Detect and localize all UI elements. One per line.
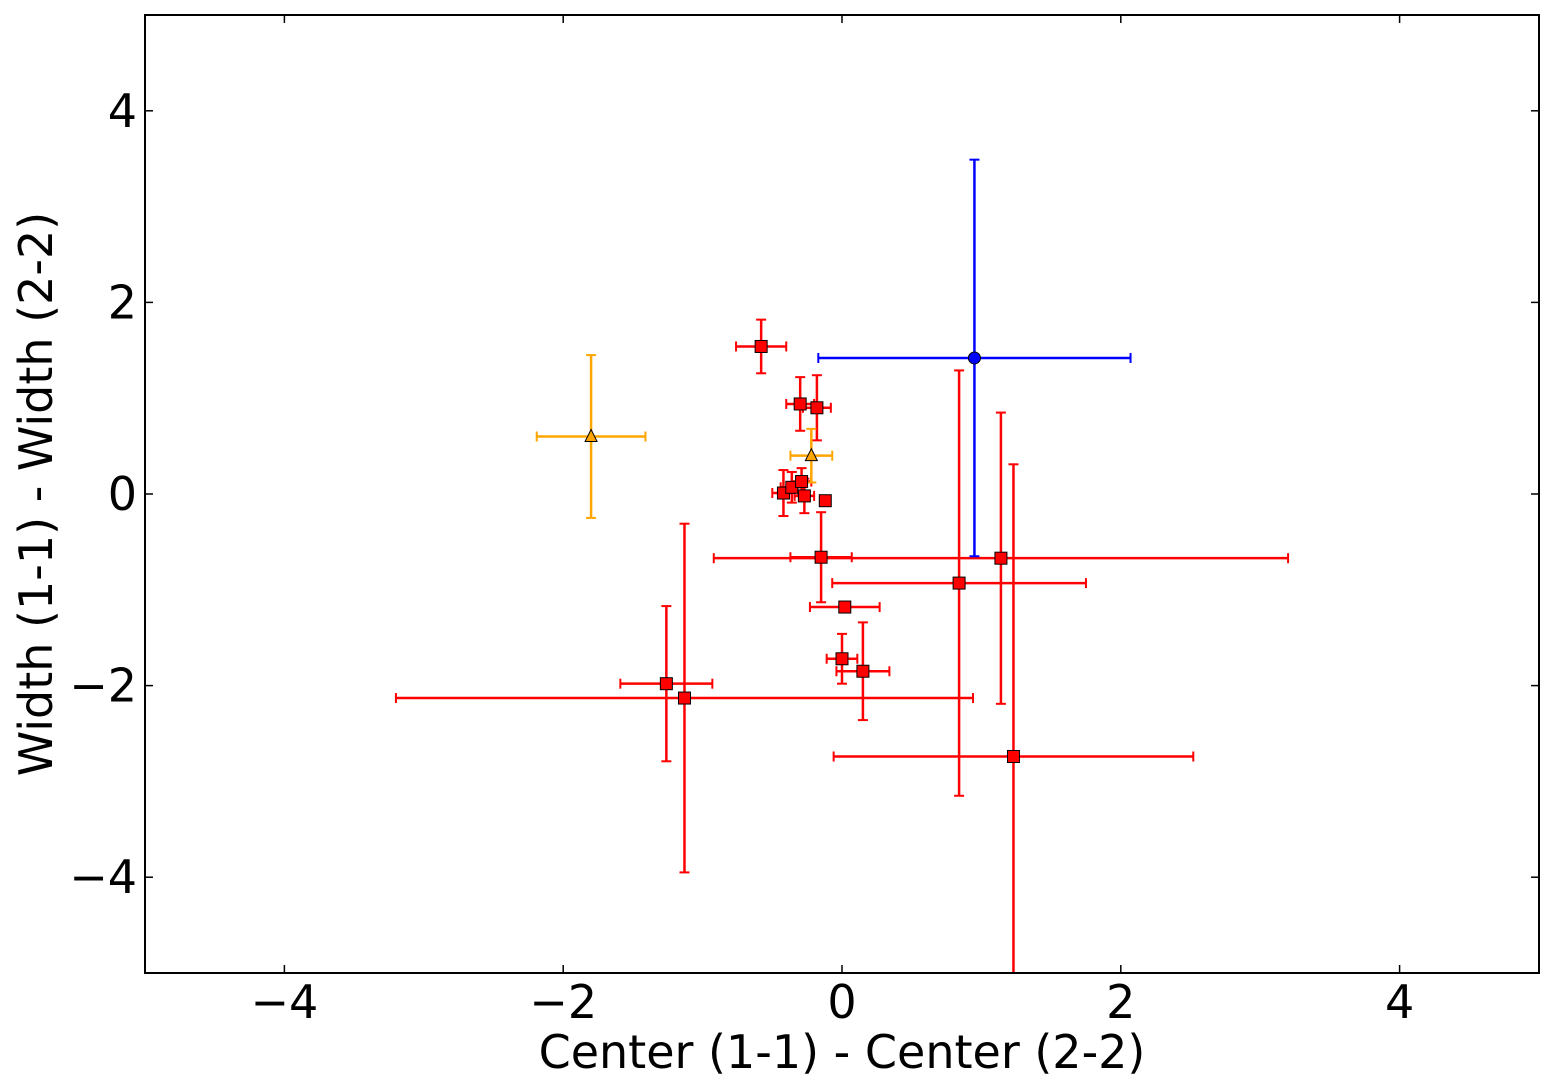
plot-frame: [144, 14, 1540, 974]
data-point-square: [1006, 749, 1020, 763]
x-tick-label: 4: [1385, 975, 1414, 1029]
data-point-square: [952, 576, 966, 590]
x-axis-label: Center (1-1) - Center (2-2): [539, 1025, 1146, 1079]
data-point-square: [793, 397, 807, 411]
y-tick-label: −4: [69, 850, 137, 904]
y-tick-label: 2: [108, 275, 137, 329]
data-point-circle: [967, 351, 981, 365]
data-point-square: [814, 550, 828, 564]
data-point-square: [835, 652, 849, 666]
y-tick-label: 0: [108, 467, 137, 521]
y-axis-label: Width (1-1) - Width (2-2): [9, 212, 63, 776]
data-point-square: [818, 494, 832, 508]
x-tick-label: 0: [827, 975, 856, 1029]
data-point-square: [754, 339, 768, 353]
data-point-square: [795, 475, 809, 489]
data-point-triangle: [584, 428, 598, 443]
data-point-square: [856, 664, 870, 678]
data-point-square: [797, 489, 811, 503]
y-tick-label: −2: [69, 659, 137, 713]
x-tick-label: −4: [250, 975, 318, 1029]
data-point-square: [838, 600, 852, 614]
data-point-square: [659, 677, 673, 691]
y-tick-label: 4: [108, 84, 137, 138]
data-layer: [394, 158, 1290, 973]
x-tick-label: −2: [529, 975, 597, 1029]
data-point-square: [677, 691, 691, 705]
data-point-square: [810, 401, 824, 415]
x-tick-label: 2: [1106, 975, 1135, 1029]
data-point-triangle: [804, 447, 819, 462]
data-point-square: [994, 551, 1008, 565]
tick-layer: −4 −2 0 2 4 −4 −2 0 2 4: [69, 15, 1539, 1029]
